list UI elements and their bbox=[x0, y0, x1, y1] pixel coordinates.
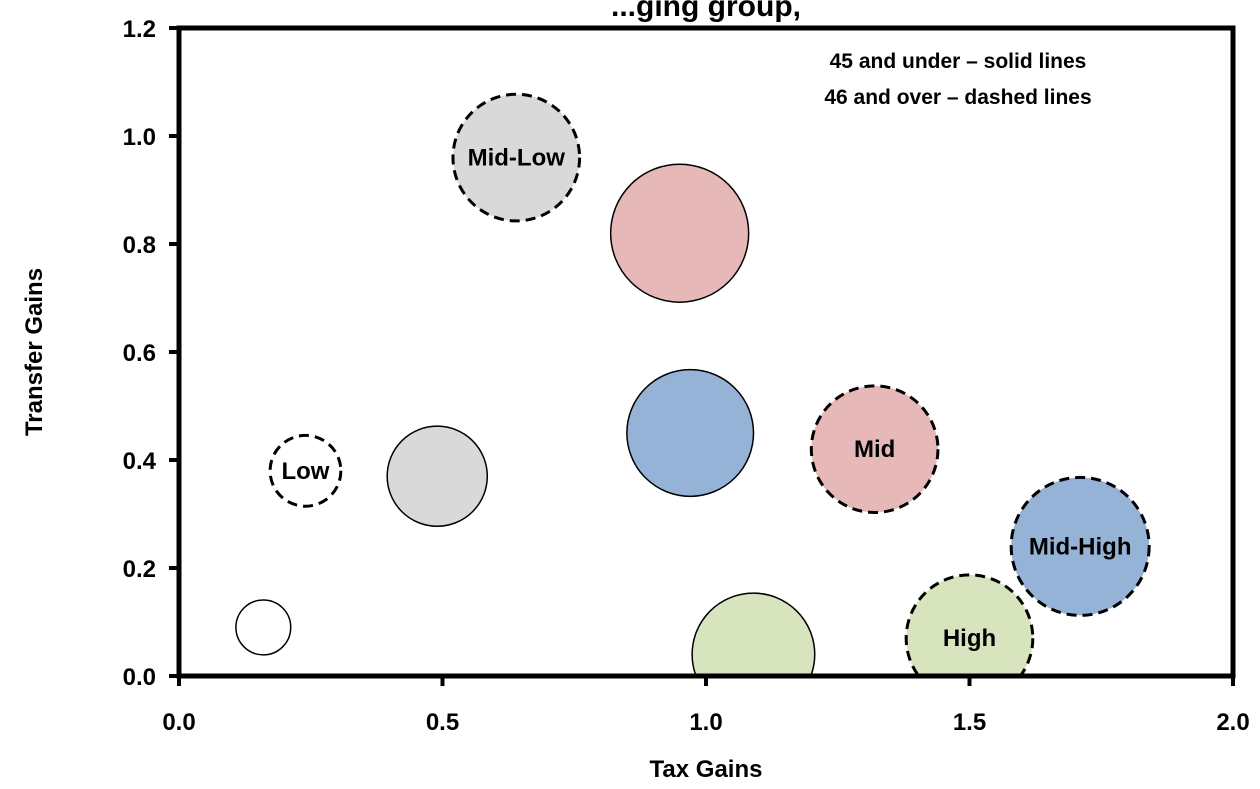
bubble-45-and-under bbox=[609, 163, 750, 303]
x-tick-label: 0.0 bbox=[162, 709, 195, 736]
bubble-label: Mid bbox=[854, 436, 895, 463]
y-tick-label: 0.6 bbox=[123, 340, 156, 367]
bubble-label: Low bbox=[281, 458, 329, 485]
bubble-low-46-and-over bbox=[268, 433, 343, 508]
x-axis-title: Tax Gains bbox=[650, 756, 763, 783]
bubble-mid-low-46-and-over bbox=[451, 92, 582, 223]
y-tick-label: 0.4 bbox=[123, 448, 157, 475]
y-axis-title: Transfer Gains bbox=[21, 268, 48, 436]
bubble-mid-46-and-over bbox=[809, 384, 940, 515]
bubble-mid-high-46-and-over bbox=[1009, 475, 1151, 617]
x-axis: 0.0 0.5 1.0 1.5 2.0 bbox=[162, 676, 1250, 736]
annotation-line-2: 46 and over – dashed lines bbox=[824, 86, 1091, 109]
x-tick-label: 1.0 bbox=[689, 709, 722, 736]
chart-title: ...ging group, bbox=[611, 0, 801, 23]
bubble-45-and-under bbox=[386, 425, 489, 528]
x-tick-label: 0.5 bbox=[426, 709, 459, 736]
y-tick-label: 1.2 bbox=[123, 16, 156, 43]
bubble-label: Mid-Low bbox=[468, 145, 566, 172]
y-tick-label: 0.8 bbox=[123, 232, 156, 259]
x-tick-label: 2.0 bbox=[1216, 709, 1249, 736]
x-tick-label: 1.5 bbox=[953, 709, 986, 736]
annotation-line-1: 45 and under – solid lines bbox=[830, 50, 1087, 73]
bubble-label: Mid-High bbox=[1029, 533, 1132, 560]
bubble-45-and-under bbox=[626, 368, 755, 498]
bubble-45-and-under bbox=[235, 599, 292, 656]
bubble-label: High bbox=[943, 625, 996, 652]
y-tick-label: 0.2 bbox=[123, 556, 156, 583]
bubble-layer bbox=[235, 92, 1151, 676]
y-tick-label: 1.0 bbox=[123, 124, 156, 151]
y-axis: 0.0 0.2 0.4 0.6 0.8 1.0 1.2 bbox=[123, 16, 179, 691]
y-tick-label: 0.0 bbox=[123, 664, 156, 691]
bubble-high-46-and-over bbox=[904, 573, 1035, 676]
bubble-45-and-under bbox=[691, 592, 816, 676]
